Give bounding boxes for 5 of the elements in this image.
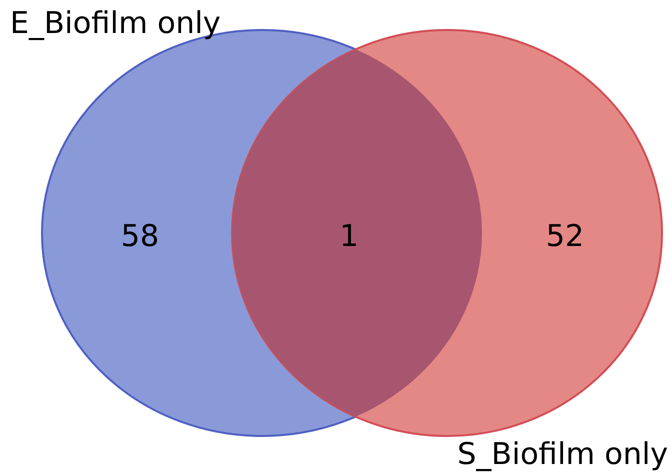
data-label: 58 [120,219,160,254]
category-label: E_Biofilm only [10,6,221,41]
category-label: S_Biofilm only [457,437,668,472]
data-label: 1 [339,219,359,254]
data-label: 52 [546,219,584,254]
